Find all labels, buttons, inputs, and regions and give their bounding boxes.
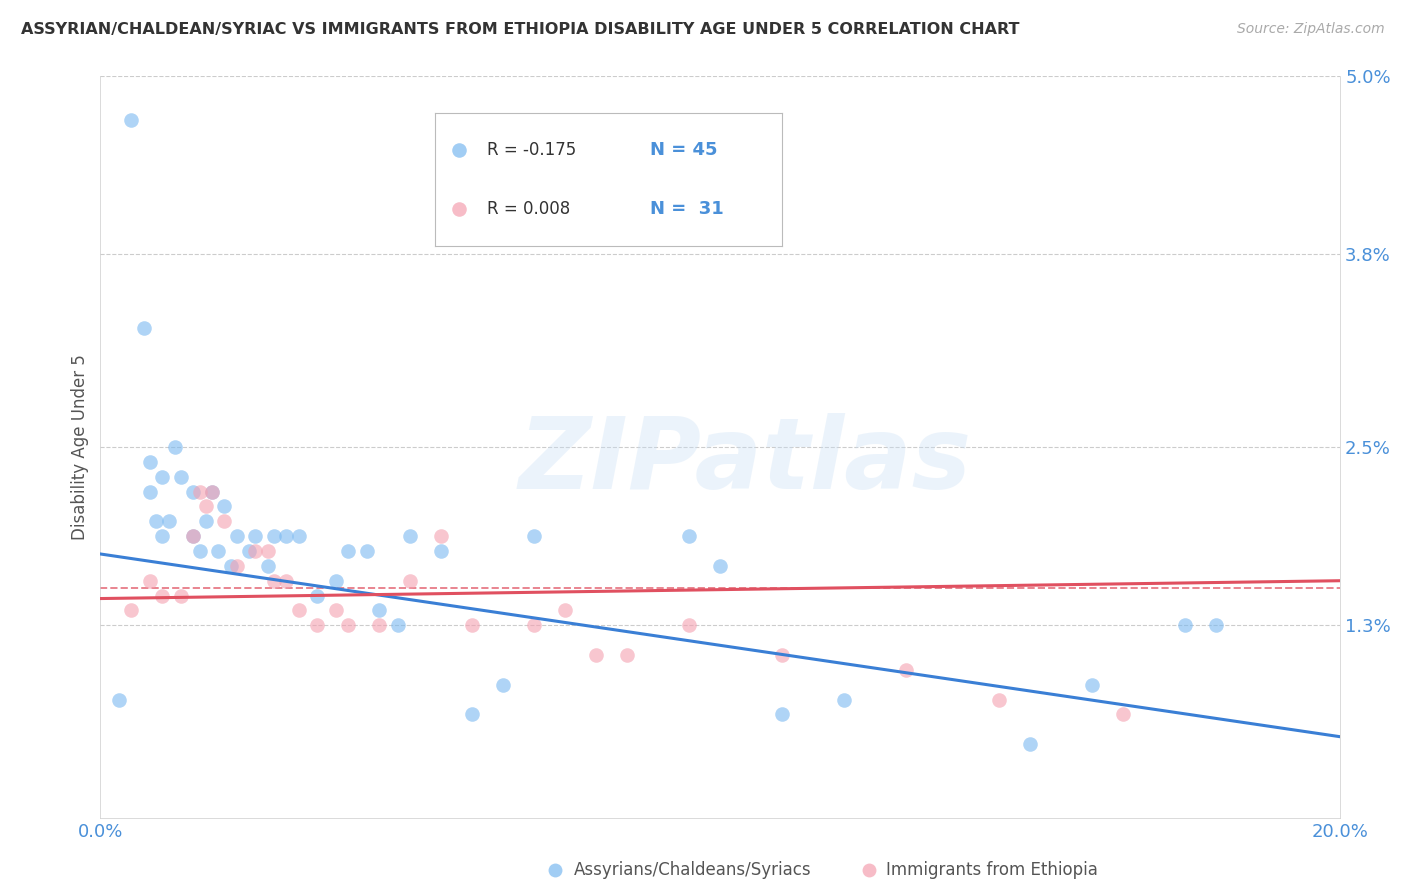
- Point: [225, 529, 247, 543]
- Point: [307, 618, 329, 632]
- Point: [368, 603, 391, 617]
- Point: [678, 529, 700, 543]
- Point: [709, 558, 731, 573]
- Text: ZIPatlas: ZIPatlas: [519, 413, 972, 510]
- Point: [219, 558, 242, 573]
- Point: [276, 574, 298, 588]
- Point: [139, 484, 162, 499]
- Point: [263, 529, 285, 543]
- Point: [108, 692, 131, 706]
- Point: [225, 558, 247, 573]
- Point: [256, 558, 278, 573]
- Point: [157, 514, 180, 528]
- Point: [832, 692, 855, 706]
- Point: [214, 500, 236, 514]
- Point: [616, 648, 638, 662]
- Point: [214, 514, 236, 528]
- Point: [387, 618, 409, 632]
- Point: [399, 529, 422, 543]
- Point: [988, 692, 1011, 706]
- Point: [461, 618, 484, 632]
- Point: [150, 529, 173, 543]
- Point: [183, 529, 205, 543]
- Point: [139, 455, 162, 469]
- Point: [1019, 737, 1042, 751]
- Point: [678, 618, 700, 632]
- Point: [263, 574, 285, 588]
- Point: [256, 544, 278, 558]
- Point: [201, 484, 224, 499]
- Text: Source: ZipAtlas.com: Source: ZipAtlas.com: [1237, 22, 1385, 37]
- Point: [325, 603, 347, 617]
- Y-axis label: Disability Age Under 5: Disability Age Under 5: [72, 354, 89, 540]
- Point: [183, 529, 205, 543]
- Point: [170, 469, 193, 483]
- Point: [337, 544, 360, 558]
- Point: [337, 618, 360, 632]
- Point: [276, 529, 298, 543]
- Point: [430, 544, 453, 558]
- Point: [1174, 618, 1197, 632]
- Point: [150, 589, 173, 603]
- Point: [245, 544, 267, 558]
- Point: [1112, 707, 1135, 722]
- Point: [163, 440, 186, 454]
- Point: [523, 618, 546, 632]
- Point: [245, 529, 267, 543]
- Point: [207, 544, 229, 558]
- Point: [120, 603, 142, 617]
- Point: [325, 574, 347, 588]
- Point: [1205, 618, 1227, 632]
- Point: [368, 618, 391, 632]
- Point: [139, 574, 162, 588]
- Point: [183, 484, 205, 499]
- Point: [461, 707, 484, 722]
- Point: [585, 648, 607, 662]
- Point: [356, 544, 378, 558]
- Point: [523, 529, 546, 543]
- Text: Immigrants from Ethiopia: Immigrants from Ethiopia: [886, 861, 1098, 879]
- Point: [287, 603, 309, 617]
- Point: [287, 529, 309, 543]
- Point: [770, 648, 793, 662]
- Point: [399, 574, 422, 588]
- Text: ASSYRIAN/CHALDEAN/SYRIAC VS IMMIGRANTS FROM ETHIOPIA DISABILITY AGE UNDER 5 CORR: ASSYRIAN/CHALDEAN/SYRIAC VS IMMIGRANTS F…: [21, 22, 1019, 37]
- Point: [194, 514, 217, 528]
- Point: [307, 589, 329, 603]
- Point: [896, 663, 918, 677]
- Point: [492, 678, 515, 692]
- Point: [770, 707, 793, 722]
- Point: [238, 544, 260, 558]
- Point: [554, 603, 576, 617]
- Point: [1081, 678, 1104, 692]
- Point: [188, 544, 211, 558]
- Point: [188, 484, 211, 499]
- Point: [132, 321, 155, 335]
- Point: [150, 469, 173, 483]
- Point: [430, 529, 453, 543]
- Text: Assyrians/Chaldeans/Syriacs: Assyrians/Chaldeans/Syriacs: [574, 861, 811, 879]
- Point: [145, 514, 167, 528]
- Point: [194, 500, 217, 514]
- Point: [170, 589, 193, 603]
- Point: [201, 484, 224, 499]
- Point: [120, 113, 142, 128]
